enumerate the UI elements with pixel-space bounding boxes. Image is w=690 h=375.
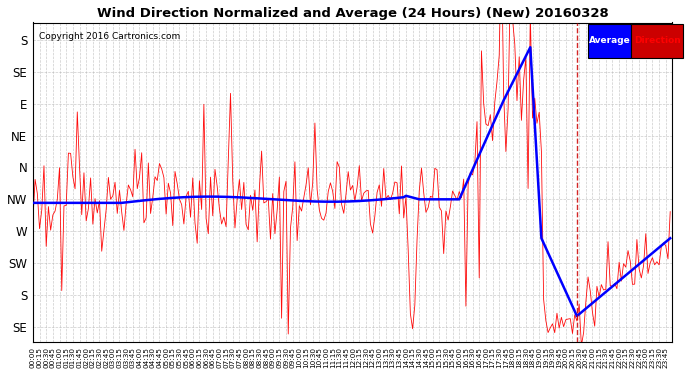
Title: Wind Direction Normalized and Average (24 Hours) (New) 20160328: Wind Direction Normalized and Average (2… <box>97 7 609 20</box>
Text: Average: Average <box>589 36 630 45</box>
Text: Copyright 2016 Cartronics.com: Copyright 2016 Cartronics.com <box>39 32 181 41</box>
FancyBboxPatch shape <box>588 24 631 58</box>
Text: Direction: Direction <box>634 36 680 45</box>
FancyBboxPatch shape <box>631 24 684 58</box>
